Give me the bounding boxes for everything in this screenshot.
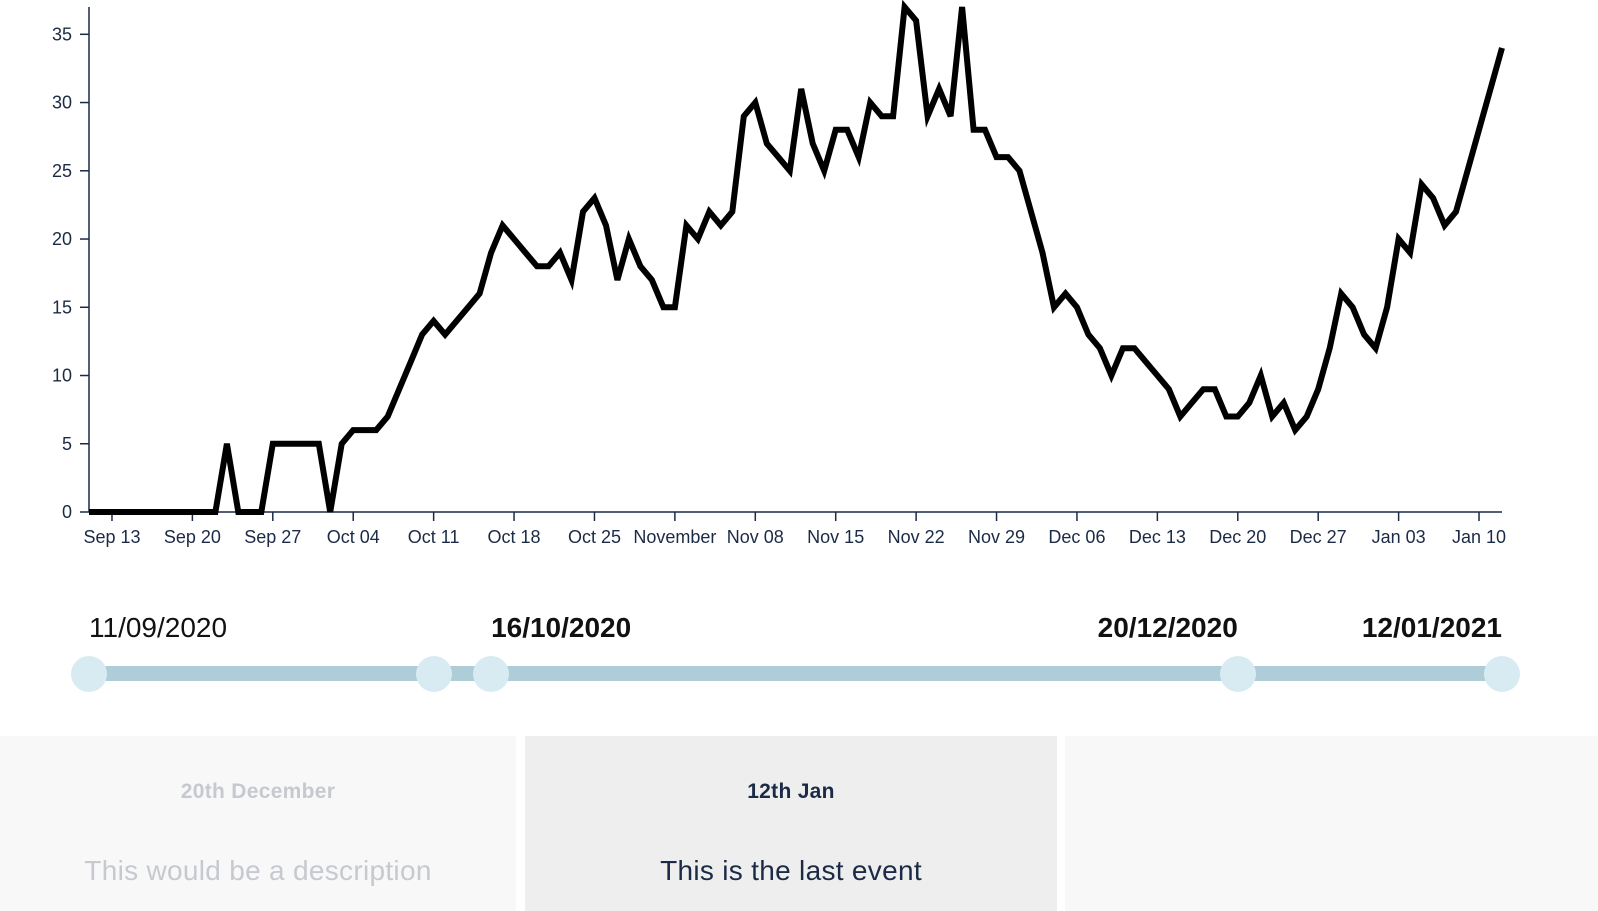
x-tick-label: Nov 22 (888, 527, 945, 547)
x-tick-label: Nov 08 (727, 527, 784, 547)
x-tick-label: Sep 27 (244, 527, 301, 547)
timeline-date-label: 11/09/2020 (89, 612, 228, 643)
y-tick-label: 35 (52, 24, 72, 44)
timeline-handle[interactable] (1484, 656, 1520, 692)
x-tick-label: Sep 20 (164, 527, 221, 547)
y-axis: 0 5 10 15 20 25 30 35 (52, 7, 90, 522)
y-tick-label: 5 (62, 434, 72, 454)
x-tick-label: Oct 25 (568, 527, 621, 547)
line-chart: 0 5 10 15 20 25 30 35 Sep 13 Sep 20 Sep 27 Oct 04 O… (52, 0, 1506, 547)
timeline-date-label: 20/12/2020 (1097, 612, 1238, 643)
timeline-date-label: 16/10/2020 (491, 612, 632, 643)
x-tick-label: Dec 13 (1129, 527, 1186, 547)
event-date: 12th Jan (747, 780, 835, 803)
x-tick-label: Sep 13 (83, 527, 140, 547)
series-line (89, 0, 1505, 515)
timeline-handle[interactable] (415, 656, 452, 692)
event-description: This would be a description (84, 855, 432, 886)
x-tick-label: Dec 27 (1290, 527, 1347, 547)
y-tick-label: 25 (52, 161, 72, 181)
timeline-segment[interactable] (1237, 666, 1502, 681)
x-axis: Sep 13 Sep 20 Sep 27 Oct 04 Oct 11 Oct 18 Oct … (83, 511, 1506, 547)
timeline-segment[interactable] (491, 666, 1238, 681)
x-tick-label: Dec 06 (1048, 527, 1105, 547)
event-card-next[interactable] (1065, 736, 1598, 911)
y-tick-label: 10 (52, 366, 72, 386)
timeline-handle[interactable] (473, 656, 510, 692)
timeline-date-label: 12/01/2021 (1361, 612, 1502, 643)
event-date: 20th December (180, 780, 336, 803)
y-tick-label: 15 (52, 297, 72, 317)
event-card-previous[interactable]: 20th December This would be a descriptio… (0, 736, 516, 911)
y-tick-label: 20 (52, 229, 72, 249)
x-tick-label: Jan 10 (1452, 527, 1506, 547)
timeline-handle[interactable] (1219, 656, 1256, 692)
x-tick-label: Oct 18 (488, 527, 541, 547)
timeline-segment[interactable] (89, 666, 434, 681)
x-tick-label: Dec 20 (1209, 527, 1266, 547)
y-tick-label: 0 (62, 502, 72, 522)
event-description: This is the last event (660, 855, 922, 886)
x-tick-label: Nov 15 (807, 527, 864, 547)
x-tick-label: Jan 03 (1372, 527, 1426, 547)
y-tick-label: 30 (52, 93, 72, 113)
x-tick-label: Nov 29 (968, 527, 1025, 547)
event-card-current[interactable]: 12th Jan This is the last event (525, 736, 1057, 911)
x-tick-label: Oct 04 (327, 527, 380, 547)
timeline-handle[interactable] (71, 656, 107, 692)
x-tick-label: Oct 11 (408, 527, 460, 547)
x-tick-label: November (633, 527, 716, 547)
